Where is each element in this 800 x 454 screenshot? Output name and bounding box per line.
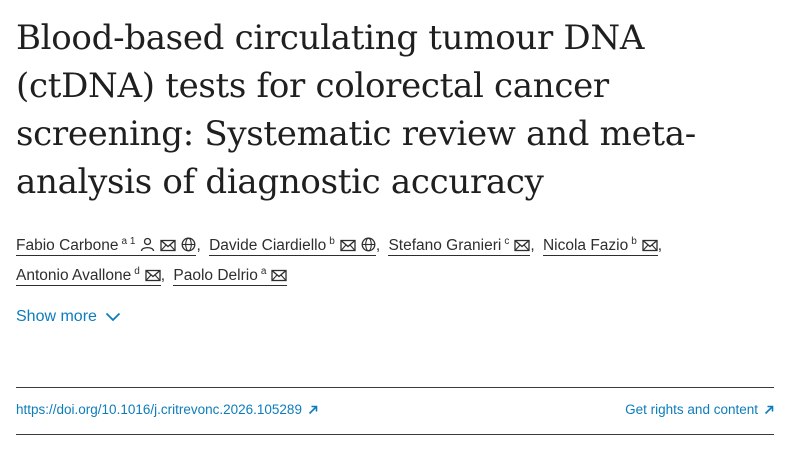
- rights-link-text: Get rights and content: [625, 402, 758, 417]
- author-name: Fabio Carbone: [16, 237, 119, 254]
- author-link[interactable]: Paolo Delrio a: [173, 265, 288, 286]
- author-link[interactable]: Nicola Fazio b: [542, 235, 658, 256]
- author-name: Davide Ciardiello: [209, 237, 327, 254]
- doi-link[interactable]: https://doi.org/10.1016/j.critrevonc.202…: [16, 402, 318, 417]
- chevron-down-icon: [105, 312, 121, 322]
- author-separator: ,: [530, 237, 539, 254]
- author-name: Nicola Fazio: [542, 237, 629, 254]
- author-separator: ,: [160, 267, 170, 284]
- show-more-button[interactable]: Show more: [16, 308, 121, 326]
- author-separator: ,: [657, 237, 663, 254]
- author-affiliation: b: [631, 235, 637, 247]
- author-affiliation: a 1: [121, 235, 136, 247]
- rights-link[interactable]: Get rights and content: [625, 402, 774, 417]
- author-affiliation: b: [329, 235, 335, 247]
- author-affiliation: d: [134, 265, 140, 277]
- external-arrow-icon: [764, 405, 774, 414]
- envelope-icon[interactable]: [340, 234, 356, 262]
- author-link[interactable]: Davide Ciardiello b: [209, 235, 376, 256]
- divider-top: [16, 387, 774, 388]
- person-icon[interactable]: [140, 234, 155, 262]
- author-affiliation: c: [504, 235, 510, 247]
- author-item[interactable]: Stefano Granieri c,: [388, 235, 543, 256]
- author-item[interactable]: Fabio Carbone a 1,: [16, 235, 209, 256]
- envelope-icon[interactable]: [160, 234, 177, 262]
- author-item[interactable]: Davide Ciardiello b,: [209, 235, 388, 256]
- globe-icon[interactable]: [361, 234, 376, 262]
- envelope-icon[interactable]: [514, 234, 530, 262]
- divider-bottom: [16, 434, 774, 435]
- author-item[interactable]: Paolo Delrio a: [173, 265, 288, 286]
- author-name: Stefano Granieri: [388, 237, 502, 254]
- author-item[interactable]: Nicola Fazio b,: [542, 235, 666, 256]
- author-link[interactable]: Stefano Granieri c: [388, 235, 531, 256]
- author-item[interactable]: Antonio Avallone d,: [16, 265, 173, 286]
- author-name: Paolo Delrio: [173, 267, 258, 284]
- doi-link-text: https://doi.org/10.1016/j.critrevonc.202…: [16, 402, 302, 417]
- external-arrow-icon: [308, 405, 318, 414]
- author-name: Antonio Avallone: [16, 267, 132, 284]
- author-separator: ,: [196, 237, 206, 254]
- article-title: Blood-based circulating tumour DNA (ctDN…: [16, 18, 696, 202]
- envelope-icon[interactable]: [145, 264, 161, 292]
- author-link[interactable]: Fabio Carbone a 1: [16, 235, 197, 256]
- author-link[interactable]: Antonio Avallone d: [16, 265, 161, 286]
- envelope-icon[interactable]: [271, 264, 288, 292]
- show-more-label: Show more: [16, 308, 97, 325]
- envelope-icon[interactable]: [642, 234, 658, 262]
- author-list: Fabio Carbone a 1, Davide Ciardiello b, St…: [16, 232, 786, 292]
- author-separator: ,: [375, 237, 385, 254]
- author-affiliation: a: [260, 265, 267, 277]
- globe-icon[interactable]: [181, 234, 196, 262]
